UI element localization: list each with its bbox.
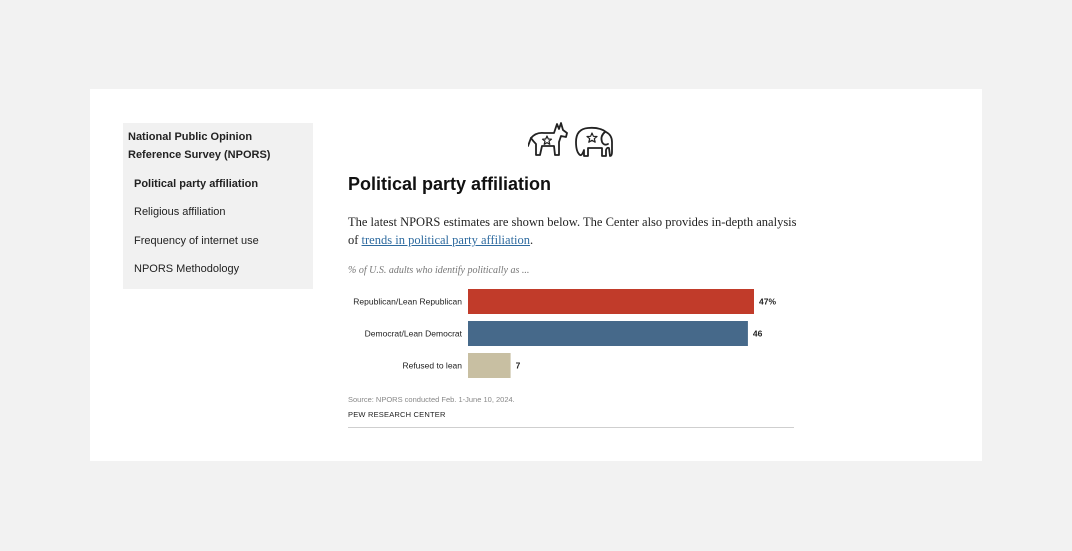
- content-card: National Public Opinion Reference Survey…: [90, 89, 982, 461]
- democrat-donkey-icon: [527, 122, 568, 156]
- sidebar-heading: National Public Opinion Reference Survey…: [128, 131, 271, 161]
- chart-credit: PEW RESEARCH CENTER: [348, 410, 446, 419]
- sidebar-item-methodology[interactable]: NPORS Methodology: [134, 263, 240, 275]
- sidebar-item-political-party[interactable]: Political party affiliation: [134, 178, 259, 190]
- sidebar-item-internet-use[interactable]: Frequency of internet use: [134, 235, 259, 247]
- value-label: 47%: [759, 297, 776, 307]
- bar-chart: Republican/Lean Republican 47% Democrat/Le…: [353, 289, 776, 378]
- intro-paragraph: The latest NPORS estimates are shown bel…: [348, 213, 808, 249]
- category-label: Democrat/Lean Democrat: [365, 329, 463, 339]
- sidebar-item-religious[interactable]: Religious affiliation: [134, 206, 226, 218]
- chart-source: Source: NPORS conducted Feb. 1-June 10, …: [348, 395, 515, 404]
- trends-link[interactable]: trends in political party affiliation: [361, 233, 531, 247]
- category-label: Refused to lean: [402, 361, 462, 371]
- divider: [348, 427, 794, 428]
- sidebar: National Public Opinion Reference Survey…: [123, 123, 313, 289]
- category-label: Republican/Lean Republican: [353, 297, 462, 307]
- page-title: Political party affiliation: [348, 174, 552, 194]
- intro-text: The latest NPORS estimates are shown bel…: [348, 215, 797, 247]
- bar: [468, 353, 511, 378]
- party-icons: [527, 120, 616, 160]
- intro-end: .: [530, 233, 534, 247]
- value-label: 7: [516, 361, 521, 371]
- value-label: 46: [753, 329, 763, 339]
- bar: [468, 321, 748, 346]
- chart-subtitle: % of U.S. adults who identify politicall…: [348, 265, 530, 276]
- bar: [468, 289, 754, 314]
- republican-elephant-icon: [575, 126, 613, 157]
